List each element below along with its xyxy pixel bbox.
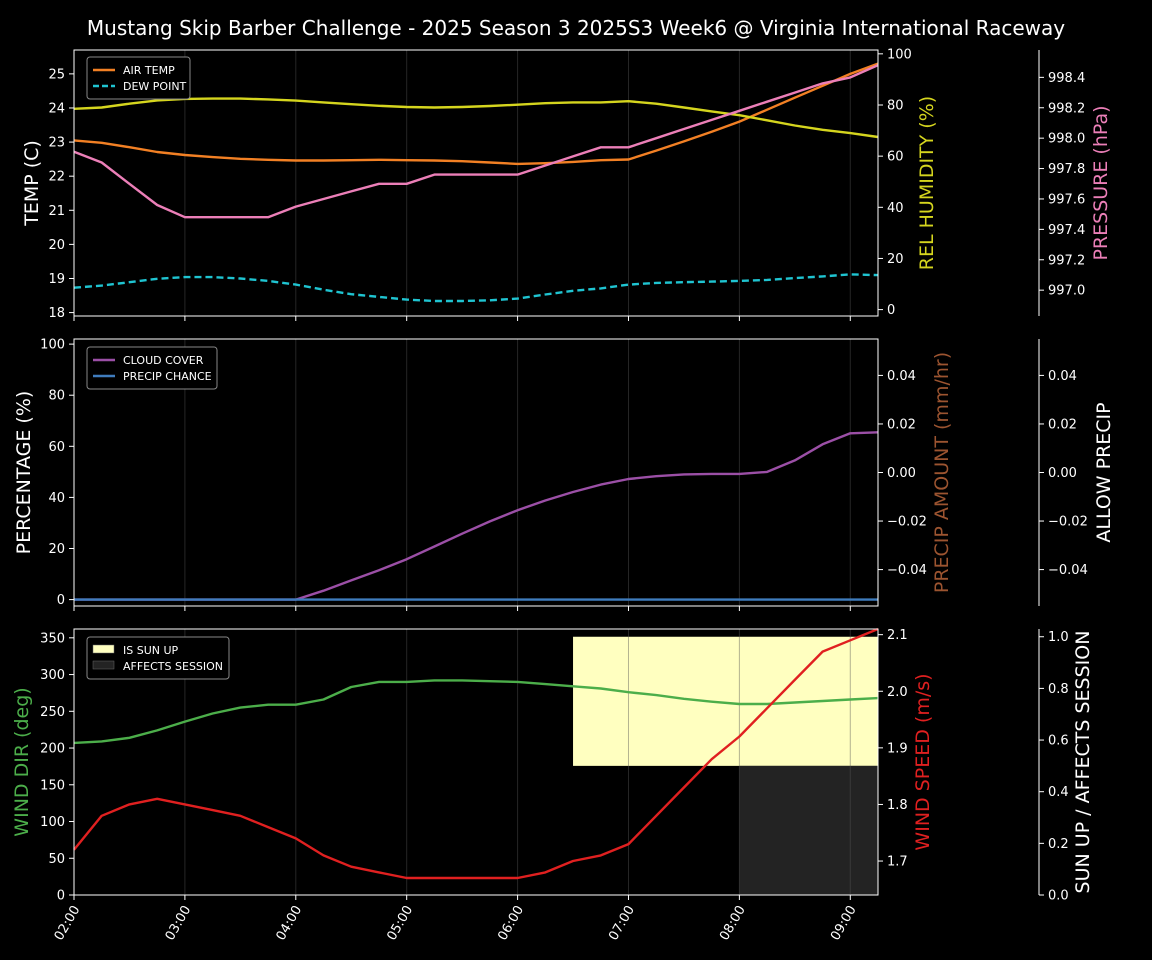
- sun-axis-tick-label: 0.8: [1048, 682, 1069, 697]
- allow-precip-axis-tick-label: 0.00: [1048, 466, 1077, 481]
- wind-dir-line: [73, 679, 879, 745]
- pressure-axis-tick-label: 997.8: [1048, 162, 1085, 177]
- precip-legend-box: [86, 346, 218, 390]
- sun-axis-tick-label: 0.0: [1048, 889, 1069, 904]
- wind-dir-axis-y-tick-label: 100: [40, 815, 65, 830]
- precip-amount-axis-tick-label: 0.02: [887, 417, 916, 432]
- precip-amount-axis-tick-label: 0.04: [887, 369, 916, 384]
- humidity-axis-label: REL HUMIDITY (%): [916, 96, 938, 270]
- pressure-axis-tick-label: 997.0: [1048, 284, 1085, 299]
- humidity-axis-tick-label: 40: [887, 201, 904, 216]
- precip-amount-axis-label: PRECIP AMOUNT (mm/hr): [931, 352, 953, 593]
- panel3-frame: [73, 628, 879, 896]
- temp-axis-y-tick-label: 20: [48, 238, 65, 253]
- affects-session-legend-swatch: [92, 660, 115, 670]
- wind-dir-axis-y-tick-label: 200: [40, 742, 65, 757]
- sun-axis-tick-label: 0.2: [1048, 837, 1069, 852]
- wind-dir-axis-label: WIND DIR (deg): [11, 687, 33, 836]
- wind-speed-axis-tick-label: 2.0: [887, 685, 908, 700]
- wind-speed-axis-tick-label: 1.8: [887, 798, 908, 813]
- temp-axis-y-tick-label: 21: [48, 204, 65, 219]
- affects-session-area: [739, 765, 878, 895]
- pressure-axis-tick-label: 997.4: [1048, 223, 1085, 238]
- rel-humidity-line: [73, 97, 879, 139]
- percentage-axis-y-tick-label: 40: [48, 491, 65, 506]
- allow-precip-axis-tick-label: 0.04: [1048, 369, 1077, 384]
- humidity-axis-tick-label: 20: [887, 252, 904, 267]
- temp-axis-y-tick-label: 19: [48, 272, 65, 287]
- percentage-axis-label: PERCENTAGE (%): [13, 391, 35, 555]
- dew-point-legend-label: DEW POINT: [123, 80, 187, 93]
- pressure-axis-tick-label: 998.4: [1048, 71, 1085, 86]
- allow-precip-axis-tick-label: −0.04: [1048, 563, 1088, 578]
- precip-amount-axis-tick-label: −0.04: [887, 563, 927, 578]
- sun-axis-tick-label: 0.6: [1048, 734, 1069, 749]
- air-temp-legend-label: AIR TEMP: [123, 64, 175, 77]
- wind-dir-axis-y-tick-label: 50: [48, 852, 65, 867]
- axes: 1819202122232425020406080100997.0997.299…: [11, 47, 1115, 943]
- wind-speed-line: [73, 627, 879, 880]
- percentage-axis-y-tick-label: 80: [48, 389, 65, 404]
- precip-chance-legend-label: PRECIP CHANCE: [123, 370, 212, 383]
- pressure-axis-tick-label: 998.2: [1048, 101, 1085, 116]
- is-sun-up-legend-swatch: [92, 644, 115, 654]
- temp-axis-label: TEMP (C): [21, 140, 43, 227]
- wind-dir-axis-y-tick-label: 250: [40, 705, 65, 720]
- panel1-frame: [73, 49, 879, 317]
- wind-dir-axis-y-tick-label: 300: [40, 668, 65, 683]
- humidity-axis-tick-label: 0: [887, 303, 895, 318]
- temp-axis-y-tick-label: 22: [48, 170, 65, 185]
- wind-speed-axis-tick-label: 1.7: [887, 855, 908, 870]
- air-temp-line: [73, 62, 879, 166]
- sun-axis-tick-label: 0.4: [1048, 785, 1069, 800]
- percentage-axis-y-tick-label: 60: [48, 440, 65, 455]
- pressure-line: [73, 64, 879, 219]
- legends: AIR TEMP DEW POINT CLOUD COVER PRECIP CHANC…: [86, 56, 230, 680]
- wind-speed-axis-tick-label: 2.1: [887, 628, 908, 643]
- humidity-axis-tick-label: 100: [887, 47, 912, 62]
- temp-axis-y-tick-label: 23: [48, 136, 65, 151]
- precip-amount-axis-tick-label: −0.02: [887, 515, 927, 530]
- pressure-axis-label: PRESSURE (hPa): [1090, 105, 1112, 260]
- allow-precip-axis-label: ALLOW PRECIP: [1093, 402, 1115, 542]
- temp-axis-y-tick-label: 25: [48, 67, 65, 82]
- allow-precip-axis-tick-label: −0.02: [1048, 515, 1088, 530]
- precip-amount-axis-tick-label: 0.00: [887, 466, 916, 481]
- humidity-axis-tick-label: 60: [887, 150, 904, 165]
- pressure-axis-tick-label: 997.6: [1048, 192, 1085, 207]
- affects-session-legend-label: AFFECTS SESSION: [123, 660, 223, 673]
- pressure-axis-tick-label: 997.2: [1048, 253, 1085, 268]
- percentage-axis-y-tick-label: 100: [40, 338, 65, 353]
- wind-dir-axis-y-tick-label: 150: [40, 778, 65, 793]
- cloud-cover-legend-label: CLOUD COVER: [123, 354, 204, 367]
- is-sun-up-legend-label: IS SUN UP: [123, 644, 179, 657]
- sun-axis-tick-label: 1.0: [1048, 630, 1069, 645]
- percentage-axis-y-tick-label: 20: [48, 542, 65, 557]
- wind-speed-axis-label: WIND SPEED (m/s): [912, 673, 934, 850]
- allow-precip-axis-tick-label: 0.02: [1048, 417, 1077, 432]
- temp-legend-box: [86, 56, 191, 100]
- grid-lines: [184, 50, 851, 895]
- temp-axis-y-tick-label: 24: [48, 101, 65, 116]
- sun-legend-box: [86, 636, 230, 680]
- series-lines: [73, 62, 879, 880]
- percentage-axis-y-tick-label: 0: [57, 593, 65, 608]
- chart-title: Mustang Skip Barber Challenge - 2025 Sea…: [87, 16, 1065, 40]
- pressure-axis-tick-label: 998.0: [1048, 132, 1085, 147]
- temp-axis-y-tick-label: 18: [48, 306, 65, 321]
- humidity-axis-tick-label: 80: [887, 98, 904, 113]
- wind-dir-axis-y-tick-label: 350: [40, 631, 65, 646]
- sun-axis-label: SUN UP / AFFECTS SESSION: [1072, 631, 1094, 894]
- dew-point-line: [73, 273, 879, 303]
- wind-speed-axis-tick-label: 1.9: [887, 741, 908, 756]
- wind-dir-axis-y-tick-label: 0: [57, 889, 65, 904]
